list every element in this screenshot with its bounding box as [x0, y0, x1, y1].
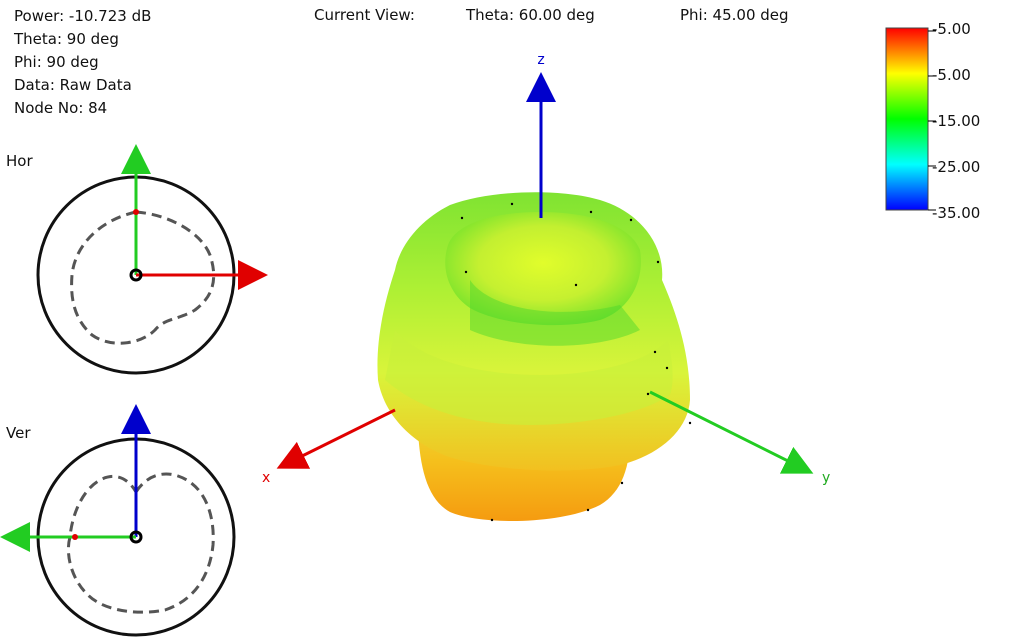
- y-axis-label: y: [822, 470, 830, 486]
- ver-marker-dot: [72, 534, 78, 540]
- hor-polar-plot: [36, 144, 268, 375]
- ver-polar-plot: [0, 404, 236, 637]
- hor-origin-marker: [129, 268, 143, 282]
- current-view-phi: Phi: 45.00 deg: [680, 6, 789, 24]
- colorbar: [885, 27, 929, 211]
- hor-label: Hor: [6, 152, 33, 170]
- hor-marker-dot: [133, 209, 139, 215]
- pattern-vertices: [460, 202, 692, 522]
- pattern-top-cap: [445, 212, 641, 326]
- phi-readout: Phi: 90 deg: [14, 53, 99, 71]
- axes-3d: z x y: [262, 52, 830, 486]
- pattern-band: [385, 330, 673, 425]
- colorbar-label-0: -5.00: [932, 20, 971, 38]
- colorbar-label-1: -5.00: [932, 66, 971, 84]
- z-axis-label: z: [537, 52, 544, 68]
- x-axis-arrow: [276, 408, 396, 469]
- y-axis-arrow: [649, 390, 814, 474]
- power-readout: Power: -10.723 dB: [14, 7, 152, 25]
- current-view-label: Current View:: [314, 6, 415, 24]
- colorbar-ticks: [928, 30, 936, 211]
- radiation-pattern-3d[interactable]: [377, 192, 692, 522]
- hor-pattern-trace: [70, 210, 216, 345]
- ver-pattern-trace: [66, 472, 215, 614]
- ver-label: Ver: [6, 424, 31, 442]
- pattern-green-band: [470, 280, 640, 346]
- x-axis-label: x: [262, 470, 270, 486]
- current-view-theta: Theta: 60.00 deg: [466, 6, 595, 24]
- data-readout: Data: Raw Data: [14, 76, 132, 94]
- ver-origin-marker: [129, 530, 143, 544]
- colorbar-label-3: -25.00: [932, 158, 981, 176]
- colorbar-label-2: -15.00: [932, 112, 981, 130]
- colorbar-label-4: -35.00: [932, 204, 981, 222]
- node-readout: Node No: 84: [14, 99, 108, 117]
- theta-readout: Theta: 90 deg: [14, 30, 119, 48]
